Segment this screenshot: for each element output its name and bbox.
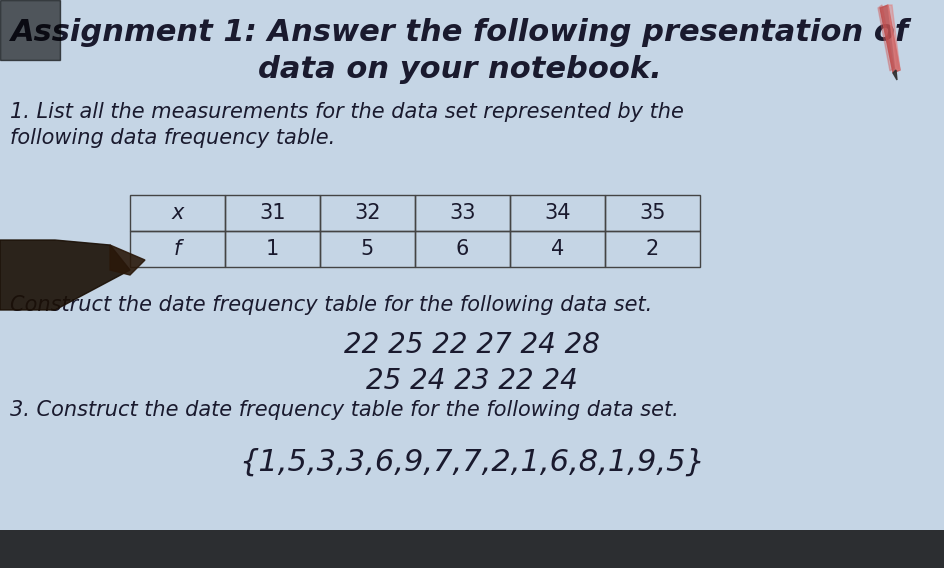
Text: f: f — [174, 239, 181, 259]
Text: 3. Construct the date frequency table for the following data set.: 3. Construct the date frequency table fo… — [10, 400, 679, 420]
Bar — [0, 530, 944, 568]
Bar — [320, 231, 415, 267]
Text: 1. List all the measurements for the data set represented by the: 1. List all the measurements for the dat… — [10, 102, 683, 122]
Text: 6: 6 — [456, 239, 469, 259]
Bar — [130, 231, 225, 267]
Text: data on your notebook.: data on your notebook. — [258, 55, 662, 84]
Bar — [605, 195, 700, 231]
Bar — [225, 195, 320, 231]
Text: 32: 32 — [354, 203, 380, 223]
Text: 2: 2 — [646, 239, 659, 259]
Polygon shape — [880, 5, 900, 73]
Polygon shape — [110, 245, 145, 275]
Bar — [415, 195, 510, 231]
Polygon shape — [0, 240, 130, 310]
Text: Assignment 1: Answer the following presentation of: Assignment 1: Answer the following prese… — [11, 18, 909, 47]
Text: 34: 34 — [545, 203, 571, 223]
Text: 1: 1 — [266, 239, 279, 259]
Bar — [510, 231, 605, 267]
Text: 4: 4 — [551, 239, 565, 259]
Bar — [510, 195, 605, 231]
Polygon shape — [888, 5, 900, 70]
Bar — [320, 195, 415, 231]
Bar — [605, 231, 700, 267]
Text: 22 25 22 27 24 28: 22 25 22 27 24 28 — [344, 331, 600, 359]
Bar — [130, 195, 225, 231]
Text: {1,5,3,3,6,9,7,7,2,1,6,8,1,9,5}: {1,5,3,3,6,9,7,7,2,1,6,8,1,9,5} — [239, 448, 705, 477]
Text: 31: 31 — [260, 203, 286, 223]
Text: 35: 35 — [639, 203, 666, 223]
Text: x: x — [171, 203, 184, 223]
FancyBboxPatch shape — [0, 0, 60, 60]
Text: Construct the date frequency table for the following data set.: Construct the date frequency table for t… — [10, 295, 652, 315]
Bar — [415, 231, 510, 267]
Polygon shape — [878, 5, 894, 71]
Polygon shape — [893, 70, 897, 80]
Text: 25 24 23 22 24: 25 24 23 22 24 — [366, 367, 578, 395]
Text: following data frequency table.: following data frequency table. — [10, 128, 335, 148]
Text: 33: 33 — [449, 203, 476, 223]
Text: 5: 5 — [361, 239, 374, 259]
Bar — [225, 231, 320, 267]
